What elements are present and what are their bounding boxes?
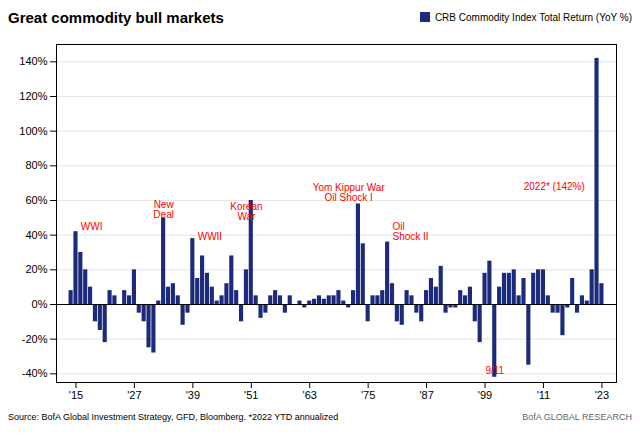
svg-text:120%: 120%: [19, 90, 47, 102]
svg-text:80%: 80%: [25, 159, 47, 171]
svg-text:100%: 100%: [19, 125, 47, 137]
html-text:BofA GLOBAL RESEARCH: BofA GLOBAL RESEARCH: [522, 412, 632, 422]
svg-text:2022* (142%): 2022* (142%): [524, 181, 585, 192]
svg-text:'27: '27: [127, 389, 141, 401]
html-text:Great commodity bull markets: Great commodity bull markets: [8, 8, 224, 26]
svg-text:60%: 60%: [25, 194, 47, 206]
svg-text:'51: '51: [244, 389, 258, 401]
svg-text:'87: '87: [419, 389, 433, 401]
svg-text:'23: '23: [595, 389, 609, 401]
svg-text:KoreanWar: KoreanWar: [230, 201, 262, 222]
svg-text:NewDeal: NewDeal: [153, 199, 174, 220]
svg-text:'39: '39: [186, 389, 200, 401]
svg-text:0%: 0%: [32, 298, 48, 310]
svg-text:-20%: -20%: [22, 333, 48, 345]
svg-text:'75: '75: [361, 389, 375, 401]
svg-text:140%: 140%: [19, 55, 47, 67]
svg-text:9/11: 9/11: [485, 365, 504, 376]
svg-text:'15: '15: [69, 389, 83, 401]
svg-text:WWI: WWI: [81, 221, 103, 232]
svg-text:'63: '63: [303, 389, 317, 401]
svg-text:Yom Kippur WarOil Shock I: Yom Kippur WarOil Shock I: [313, 182, 386, 203]
svg-text:'99: '99: [478, 389, 492, 401]
svg-text:40%: 40%: [25, 229, 47, 241]
svg-text:-40%: -40%: [22, 367, 48, 379]
svg-text:OilShock II: OilShock II: [393, 221, 429, 242]
html-text:Source: BofA Global Investment: Source: BofA Global Investment Strategy,…: [8, 412, 339, 422]
html-text:CRB Commodity Index Total Retu: CRB Commodity Index Total Return (YoY %): [434, 11, 632, 23]
svg-text:20%: 20%: [25, 263, 47, 275]
svg-text:'11: '11: [537, 389, 551, 401]
svg-text:WWII: WWII: [198, 231, 222, 242]
